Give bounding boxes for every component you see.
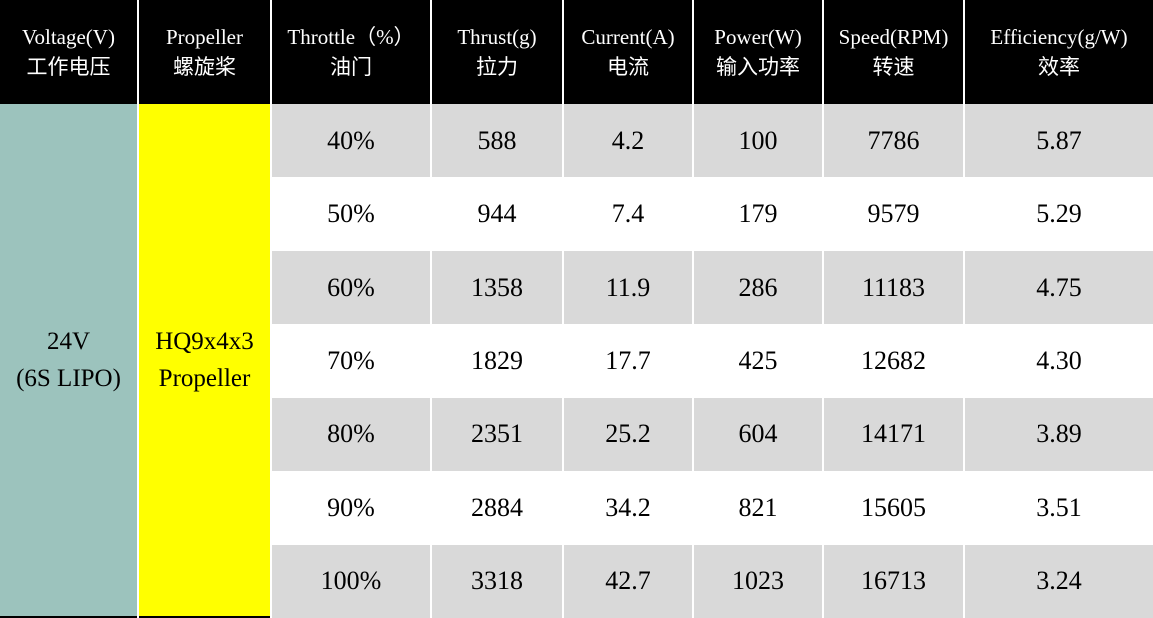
cell-thrust-row2: 944 xyxy=(432,177,562,251)
propeller-model: HQ9x4x3 xyxy=(155,327,254,355)
header-propeller-en: Propeller xyxy=(166,24,243,49)
header-efficiency-zh: 效率 xyxy=(1038,55,1080,79)
cell-thrust-row6: 2884 xyxy=(432,471,562,545)
header-power-zh: 输入功率 xyxy=(716,55,800,79)
cell-throttle-row4: 70% xyxy=(272,324,430,398)
cell-efficiency-row2: 5.29 xyxy=(965,177,1153,251)
header-speed: Speed(RPM) 转速 xyxy=(824,0,963,104)
cell-current-row6: 34.2 xyxy=(564,471,692,545)
cell-throttle-row3: 60% xyxy=(272,250,430,325)
voltage-battery-type: (6S LIPO) xyxy=(16,365,121,392)
cell-current-row4: 17.7 xyxy=(564,324,692,398)
cell-power-row4: 425 xyxy=(694,324,822,398)
header-efficiency-en: Efficiency(g/W) xyxy=(990,24,1128,49)
cell-speed-row5: 14171 xyxy=(824,397,963,472)
cell-efficiency-row4: 4.30 xyxy=(965,324,1153,398)
header-speed-en: Speed(RPM) xyxy=(838,24,949,49)
header-power: Power(W) 输入功率 xyxy=(694,0,822,104)
voltage-value: 24V xyxy=(46,327,91,355)
cell-power-row6: 821 xyxy=(694,471,822,545)
header-current-zh: 电流 xyxy=(607,55,649,79)
header-thrust-en: Thrust(g) xyxy=(457,24,537,49)
header-voltage-zh: 工作电压 xyxy=(26,55,111,79)
cell-current-row7: 42.7 xyxy=(564,544,692,618)
header-propeller: Propeller 螺旋桨 xyxy=(139,0,270,104)
propeller-merged-cell: HQ9x4x3 Propeller xyxy=(139,104,270,618)
cell-efficiency-row3: 4.75 xyxy=(965,250,1153,325)
cell-efficiency-row1: 5.87 xyxy=(965,104,1153,178)
header-current-en: Current(A) xyxy=(581,24,675,49)
cell-throttle-row1: 40% xyxy=(272,104,430,178)
propeller-label: Propeller xyxy=(158,365,251,392)
header-power-en: Power(W) xyxy=(714,24,802,49)
cell-current-row5: 25.2 xyxy=(564,397,692,472)
cell-thrust-row1: 588 xyxy=(432,104,562,178)
cell-speed-row3: 11183 xyxy=(824,250,963,325)
cell-speed-row1: 7786 xyxy=(824,104,963,178)
cell-power-row1: 100 xyxy=(694,104,822,178)
cell-thrust-row5: 2351 xyxy=(432,397,562,472)
cell-throttle-row6: 90% xyxy=(272,471,430,545)
cell-current-row3: 11.9 xyxy=(564,250,692,325)
header-throttle: Throttle（%） 油门 xyxy=(272,0,430,104)
cell-throttle-row2: 50% xyxy=(272,177,430,251)
cell-power-row7: 1023 xyxy=(694,544,822,618)
cell-efficiency-row5: 3.89 xyxy=(965,397,1153,472)
cell-efficiency-row6: 3.51 xyxy=(965,471,1153,545)
cell-throttle-row7: 100% xyxy=(272,544,430,618)
header-voltage-en: Voltage(V) xyxy=(22,24,115,49)
cell-thrust-row7: 3318 xyxy=(432,544,562,618)
voltage-merged-cell: 24V (6S LIPO) xyxy=(0,104,137,618)
cell-speed-row2: 9579 xyxy=(824,177,963,251)
cell-speed-row4: 12682 xyxy=(824,324,963,398)
cell-power-row3: 286 xyxy=(694,250,822,325)
cell-speed-row7: 16713 xyxy=(824,544,963,618)
cell-power-row2: 179 xyxy=(694,177,822,251)
header-throttle-zh: 油门 xyxy=(330,55,372,79)
cell-throttle-row5: 80% xyxy=(272,397,430,472)
cell-efficiency-row7: 3.24 xyxy=(965,544,1153,618)
header-thrust: Thrust(g) 拉力 xyxy=(432,0,562,104)
header-thrust-zh: 拉力 xyxy=(476,55,518,79)
header-throttle-en: Throttle（%） xyxy=(287,24,415,49)
header-propeller-zh: 螺旋桨 xyxy=(173,55,236,79)
cell-current-row1: 4.2 xyxy=(564,104,692,178)
cell-current-row2: 7.4 xyxy=(564,177,692,251)
cell-speed-row6: 15605 xyxy=(824,471,963,545)
cell-thrust-row3: 1358 xyxy=(432,250,562,325)
header-efficiency: Efficiency(g/W) 效率 xyxy=(965,0,1153,104)
header-current: Current(A) 电流 xyxy=(564,0,692,104)
cell-power-row5: 604 xyxy=(694,397,822,472)
header-speed-zh: 转速 xyxy=(872,55,915,79)
header-voltage: Voltage(V) 工作电压 xyxy=(0,0,137,104)
cell-thrust-row4: 1829 xyxy=(432,324,562,398)
